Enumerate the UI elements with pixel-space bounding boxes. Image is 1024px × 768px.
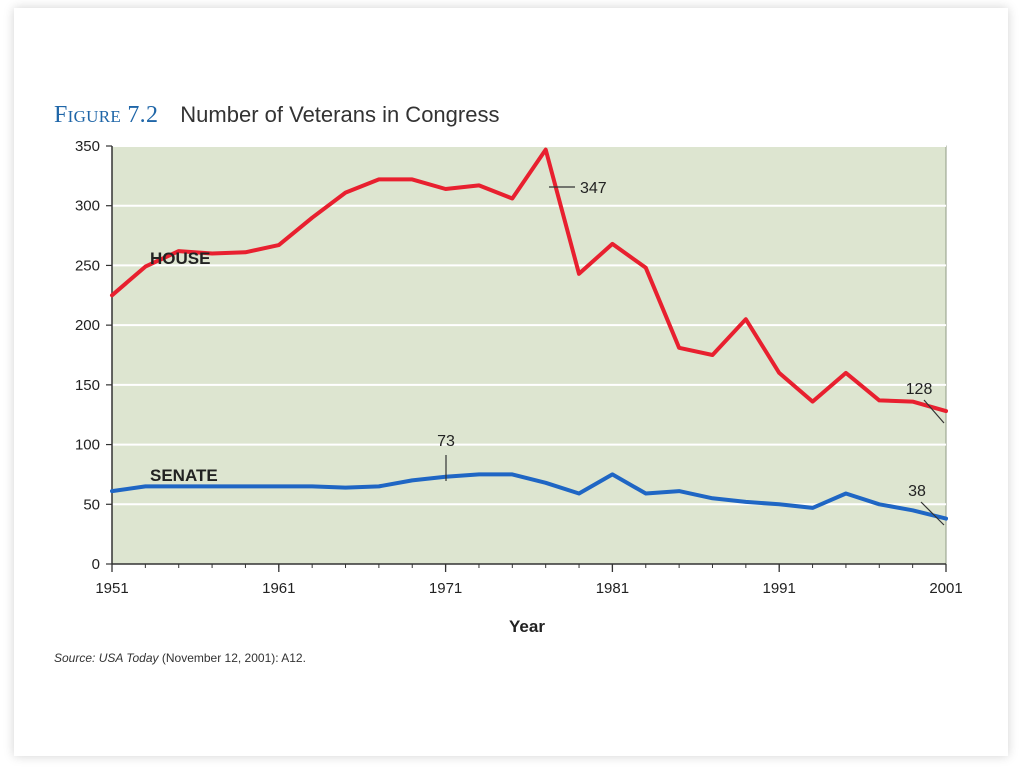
y-tick-label-150: 150	[75, 377, 100, 394]
x-tick-label-1951: 1951	[95, 580, 128, 597]
annotations: 347 128 73 38	[437, 180, 945, 526]
annotation-label-38: 38	[908, 483, 926, 500]
source-details: (November 12, 2001): A12.	[161, 651, 306, 665]
figure-title-text: Number of Veterans in Congress	[180, 102, 500, 127]
y-tick-label-350: 350	[75, 138, 100, 155]
x-tick-label-1981: 1981	[596, 580, 629, 597]
annotation-label-73: 73	[437, 433, 455, 450]
x-tick-label-2001: 2001	[929, 580, 962, 597]
figure-title: Figure 7.2 Number of Veterans in Congres…	[54, 102, 499, 134]
y-tick-label-300: 300	[75, 198, 100, 215]
annotation-leader-128	[923, 399, 945, 424]
series-line-senate	[110, 472, 948, 521]
plot-background	[111, 145, 947, 565]
axis-labels: Year HOUSE SENATE	[150, 249, 545, 636]
annotation-label-347: 347	[580, 180, 607, 197]
y-tick-label-50: 50	[83, 496, 100, 513]
source-publication: USA Today	[98, 651, 159, 665]
series-label-house: HOUSE	[150, 249, 210, 268]
x-tick-label-1991: 1991	[763, 580, 796, 597]
y-tick-label-0: 0	[92, 556, 100, 573]
x-tick-label-1971: 1971	[429, 580, 462, 597]
figure-label: Figure 7.2	[54, 102, 159, 128]
series-lines	[110, 147, 948, 521]
source-note: Source: USA Today (November 12, 2001): A…	[54, 651, 306, 665]
source-prefix: Source:	[54, 651, 96, 665]
y-tick-label-250: 250	[75, 257, 100, 274]
series-line-house	[110, 147, 948, 414]
series-label-senate: SENATE	[150, 466, 218, 485]
annotation-label-128: 128	[906, 381, 933, 398]
x-tick-label-1961: 1961	[262, 580, 295, 597]
y-tick-label-200: 200	[75, 317, 100, 334]
axes: 0 50 100 150 200 250 300 350 1951 1961 1971 1981 199…	[75, 138, 963, 597]
plot-area	[111, 145, 947, 565]
annotation-leader-38	[920, 501, 945, 526]
y-tick-label-100: 100	[75, 437, 100, 454]
gridlines	[112, 145, 946, 506]
x-axis-title: Year	[509, 617, 545, 636]
